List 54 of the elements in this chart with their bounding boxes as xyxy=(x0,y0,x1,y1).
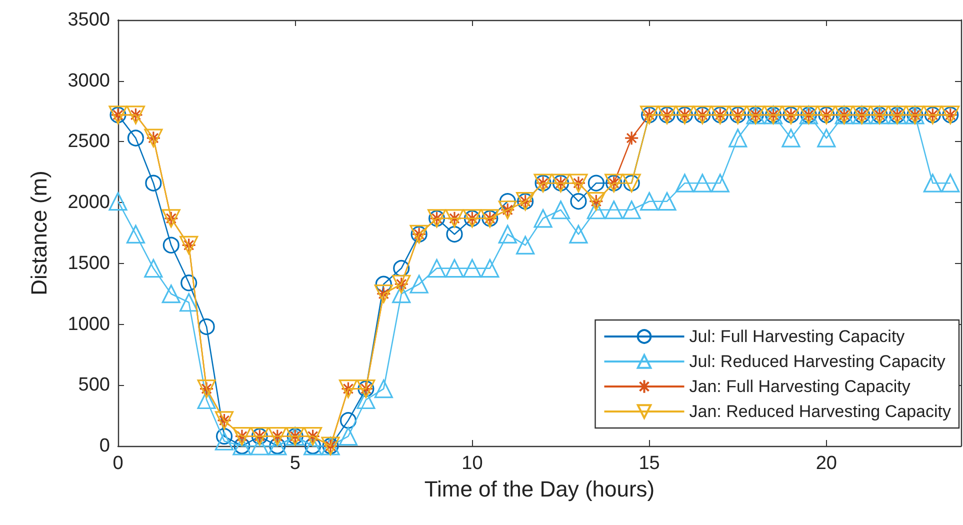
point xyxy=(604,200,624,220)
point xyxy=(516,236,535,254)
x-tick-label: 0 xyxy=(112,453,124,474)
point xyxy=(693,174,712,192)
point xyxy=(162,284,180,304)
x-tick-label: 20 xyxy=(816,453,837,474)
point xyxy=(462,258,482,278)
point xyxy=(356,390,376,410)
point xyxy=(410,274,428,294)
y-axis-title: Distance (m) xyxy=(26,170,52,296)
point xyxy=(675,174,694,192)
x-axis-title: Time of the Day (hours) xyxy=(424,476,655,502)
point xyxy=(622,200,641,220)
point xyxy=(710,174,730,192)
legend-label: Jan: Full Harvesting Capacity xyxy=(689,377,911,396)
legend-label: Jul: Full Harvesting Capacity xyxy=(689,327,906,346)
point xyxy=(214,432,234,450)
point xyxy=(941,174,960,192)
point xyxy=(658,192,676,211)
y-tick-label: 0 xyxy=(99,436,110,456)
point xyxy=(427,258,446,278)
point xyxy=(445,258,464,278)
point xyxy=(126,224,146,244)
point xyxy=(817,128,836,148)
y-tick-label: 2000 xyxy=(68,192,110,214)
point xyxy=(392,284,411,304)
point xyxy=(923,174,942,192)
y-tick-label: 500 xyxy=(78,374,110,396)
point xyxy=(640,192,659,211)
point xyxy=(498,224,517,244)
y-tick-label: 1000 xyxy=(68,314,110,335)
point xyxy=(180,293,198,312)
point xyxy=(197,390,216,410)
y-tick-label: 2500 xyxy=(68,131,110,152)
point xyxy=(374,379,393,398)
point xyxy=(782,128,800,148)
y-tick-label: 3500 xyxy=(68,10,110,30)
y-tick-label: 1500 xyxy=(68,252,110,274)
legend-label: Jul: Reduced Harvesting Capacity xyxy=(689,352,946,371)
point xyxy=(534,209,552,228)
point xyxy=(338,426,358,446)
point xyxy=(728,128,748,148)
x-tick-label: 15 xyxy=(638,453,660,474)
x-tick-label: 5 xyxy=(290,453,300,474)
point xyxy=(250,436,269,456)
point xyxy=(624,130,639,146)
point xyxy=(569,224,588,244)
point xyxy=(480,258,500,278)
point xyxy=(551,200,570,220)
legend-label: Jan: Reduced Harvesting Capacity xyxy=(689,402,952,421)
x-tick-label: 10 xyxy=(462,453,483,474)
y-tick-label: 3000 xyxy=(68,70,110,92)
point xyxy=(108,192,128,211)
point xyxy=(144,258,163,278)
